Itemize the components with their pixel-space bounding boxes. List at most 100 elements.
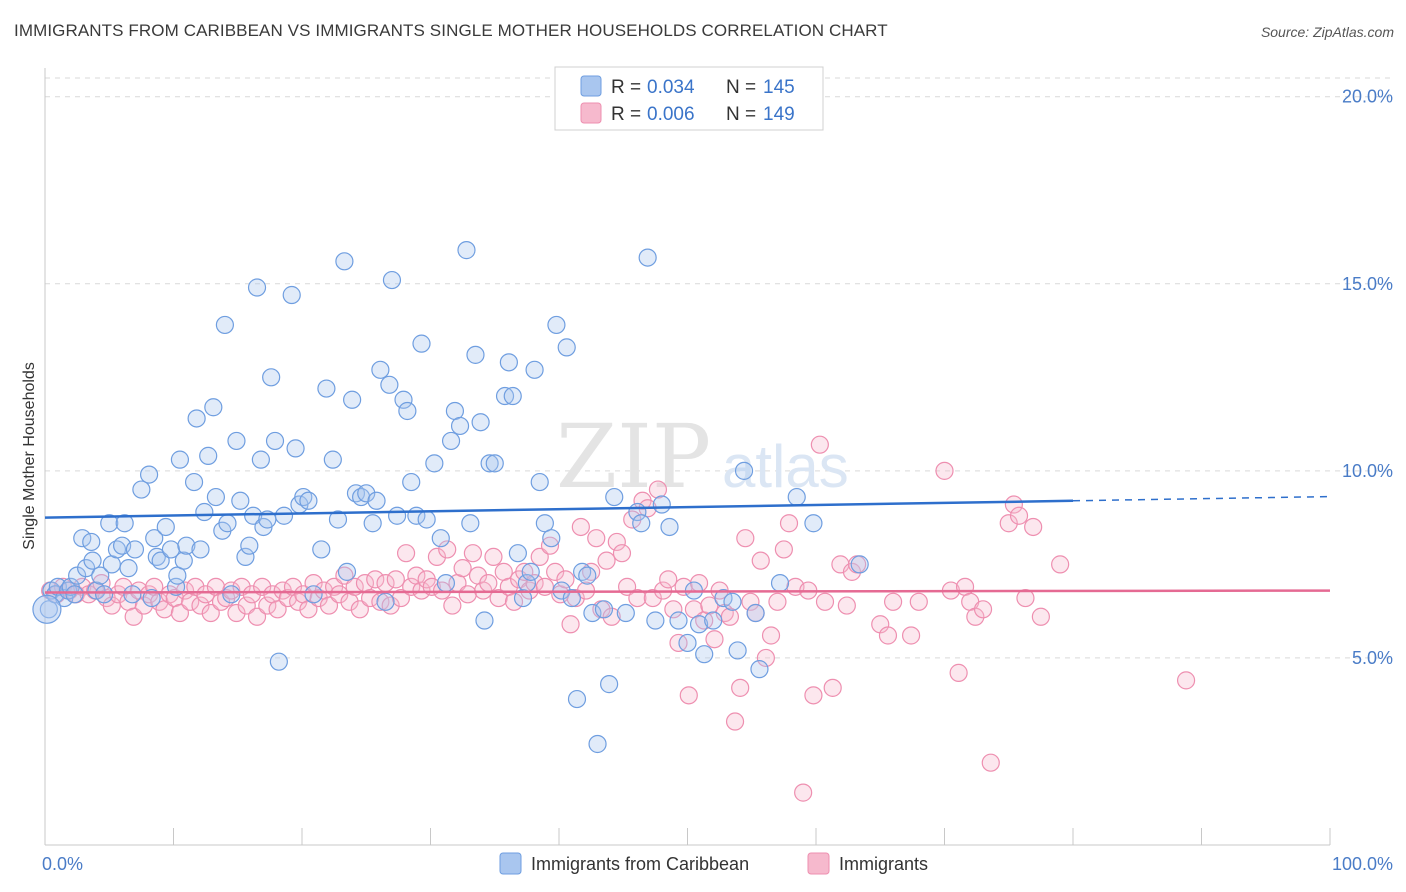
watermark: ZIP atlas xyxy=(556,405,849,508)
data-point-caribbean xyxy=(480,454,499,473)
data-point-immigrants xyxy=(227,603,246,623)
data-point-caribbean xyxy=(95,585,114,604)
trend-line-caribbean-extension xyxy=(1072,495,1331,502)
data-point-caribbean xyxy=(669,611,688,630)
data-point-immigrants xyxy=(530,547,549,567)
data-point-immigrants xyxy=(935,461,954,480)
data-point-caribbean xyxy=(115,514,134,533)
data-point-immigrants xyxy=(741,592,760,611)
data-point-caribbean xyxy=(436,573,456,593)
data-point-caribbean xyxy=(562,588,581,608)
series-legend: Immigrants from Caribbean Immigrants xyxy=(499,852,928,875)
data-point-immigrants xyxy=(489,588,508,608)
data-point-caribbean xyxy=(187,409,206,428)
data-point-immigrants xyxy=(878,626,898,645)
data-point-caribbean xyxy=(91,566,110,585)
stats-n-label-pink: N = xyxy=(726,104,756,125)
data-point-caribbean xyxy=(191,540,210,559)
data-point-caribbean xyxy=(170,450,190,469)
data-point-immigrants xyxy=(725,712,745,731)
data-point-caribbean xyxy=(402,472,421,492)
data-point-caribbean xyxy=(521,562,540,581)
y-tick-label: 15.0% xyxy=(1342,274,1393,294)
data-point-caribbean xyxy=(299,491,318,510)
y-tick-label: 5.0% xyxy=(1352,648,1393,668)
data-point-caribbean xyxy=(714,588,733,608)
trend-line-caribbean xyxy=(44,499,1074,519)
y-tick-labels: 5.0% 10.0% 15.0% 20.0% xyxy=(1342,87,1393,668)
data-point-caribbean xyxy=(184,472,204,492)
data-point-immigrants xyxy=(794,783,813,802)
data-point-caribbean xyxy=(274,506,294,525)
data-point-immigrants xyxy=(768,592,787,611)
data-point-immigrants xyxy=(949,663,968,682)
chart-title: IMMIGRANTS FROM CARIBBEAN VS IMMIGRANTS … xyxy=(14,21,888,40)
data-point-immigrants xyxy=(815,592,835,611)
stats-legend-swatch-blue xyxy=(580,75,602,97)
data-point-immigrants xyxy=(1009,506,1029,525)
data-point-caribbean xyxy=(475,611,494,630)
data-point-caribbean xyxy=(218,514,237,533)
data-point-immigrants xyxy=(628,588,647,608)
data-point-caribbean xyxy=(262,368,281,387)
data-point-immigrants xyxy=(1016,588,1035,608)
data-point-immigrants xyxy=(779,514,799,533)
data-point-caribbean xyxy=(638,248,657,267)
data-point-caribbean xyxy=(678,633,697,653)
data-point-caribbean xyxy=(600,675,619,694)
data-point-immigrants xyxy=(504,592,524,611)
data-point-immigrants xyxy=(810,435,829,454)
data-point-caribbean xyxy=(461,514,480,533)
data-point-immigrants xyxy=(443,596,462,615)
data-point-immigrants xyxy=(484,547,503,567)
data-point-caribbean xyxy=(746,603,765,623)
data-point-immigrants xyxy=(566,588,585,608)
data-point-immigrants xyxy=(191,596,210,615)
data-point-caribbean xyxy=(363,514,382,533)
data-point-immigrants xyxy=(823,678,842,697)
data-point-caribbean xyxy=(660,517,679,537)
data-point-caribbean xyxy=(139,465,159,484)
data-point-immigrants xyxy=(427,547,447,567)
data-point-immigrants xyxy=(602,607,621,626)
data-point-immigrants xyxy=(679,686,698,705)
data-point-caribbean xyxy=(269,652,288,671)
data-point-immigrants xyxy=(386,570,405,589)
data-point-caribbean xyxy=(286,439,305,458)
data-point-caribbean xyxy=(412,334,431,353)
grid-lines xyxy=(45,77,1395,659)
data-point-caribbean xyxy=(132,480,151,499)
data-point-caribbean xyxy=(145,529,164,548)
data-point-immigrants xyxy=(1024,517,1043,537)
data-point-immigrants xyxy=(124,607,143,626)
data-point-immigrants xyxy=(330,585,349,604)
data-point-caribbean xyxy=(557,338,576,357)
data-point-caribbean xyxy=(161,540,181,559)
data-point-caribbean xyxy=(156,517,175,537)
data-point-immigrants xyxy=(366,570,385,589)
data-point-caribbean xyxy=(317,379,336,398)
stats-n-value-blue: 145 xyxy=(763,77,795,98)
data-point-caribbean xyxy=(431,529,450,548)
data-point-immigrants xyxy=(463,544,483,563)
data-point-immigrants xyxy=(705,630,724,649)
data-point-immigrants xyxy=(612,544,632,563)
data-point-caribbean xyxy=(398,401,417,421)
stats-legend: R = 0.034 N = 145 R = 0.006 N = 149 xyxy=(554,66,824,131)
data-point-immigrants xyxy=(361,588,380,608)
data-point-caribbean xyxy=(304,585,323,604)
data-point-caribbean xyxy=(471,413,490,432)
data-point-caribbean xyxy=(503,386,522,406)
stats-n-label-blue: N = xyxy=(726,77,756,98)
stats-r-label-pink: R = xyxy=(611,104,641,125)
data-point-caribbean-cluster xyxy=(32,594,62,624)
data-point-immigrants xyxy=(201,603,220,623)
data-point-immigrants xyxy=(1004,495,1023,514)
data-point-immigrants xyxy=(453,559,472,578)
data-point-caribbean xyxy=(723,592,742,611)
data-point-immigrants xyxy=(196,585,215,604)
data-point-caribbean xyxy=(142,588,161,608)
data-point-immigrants xyxy=(901,626,921,645)
data-point-immigrants xyxy=(515,562,534,581)
data-point-immigrants xyxy=(371,592,390,611)
